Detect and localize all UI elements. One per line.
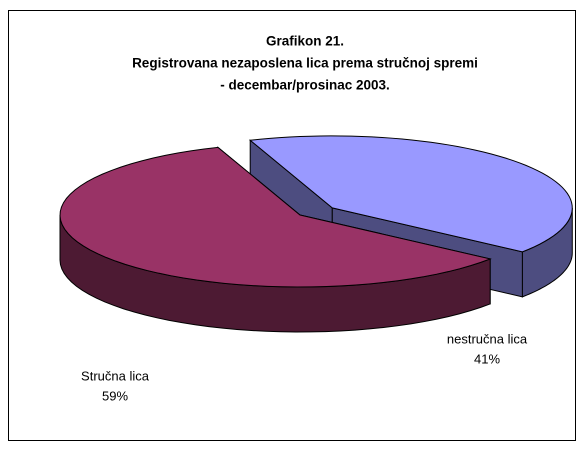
- slice-label: nestručna lica: [447, 331, 528, 346]
- chart-title: Registrovana nezaposlena lica prema stru…: [132, 56, 478, 71]
- chart-title: Grafikon 21.: [266, 34, 344, 49]
- slice: [59, 146, 492, 288]
- slice: [248, 135, 573, 253]
- slice-value-label: 41%: [474, 351, 500, 366]
- slice-value-label: 59%: [102, 388, 128, 403]
- chart-title: - decembar/prosinac 2003.: [220, 78, 390, 93]
- slice-label: Stručna lica: [81, 368, 150, 383]
